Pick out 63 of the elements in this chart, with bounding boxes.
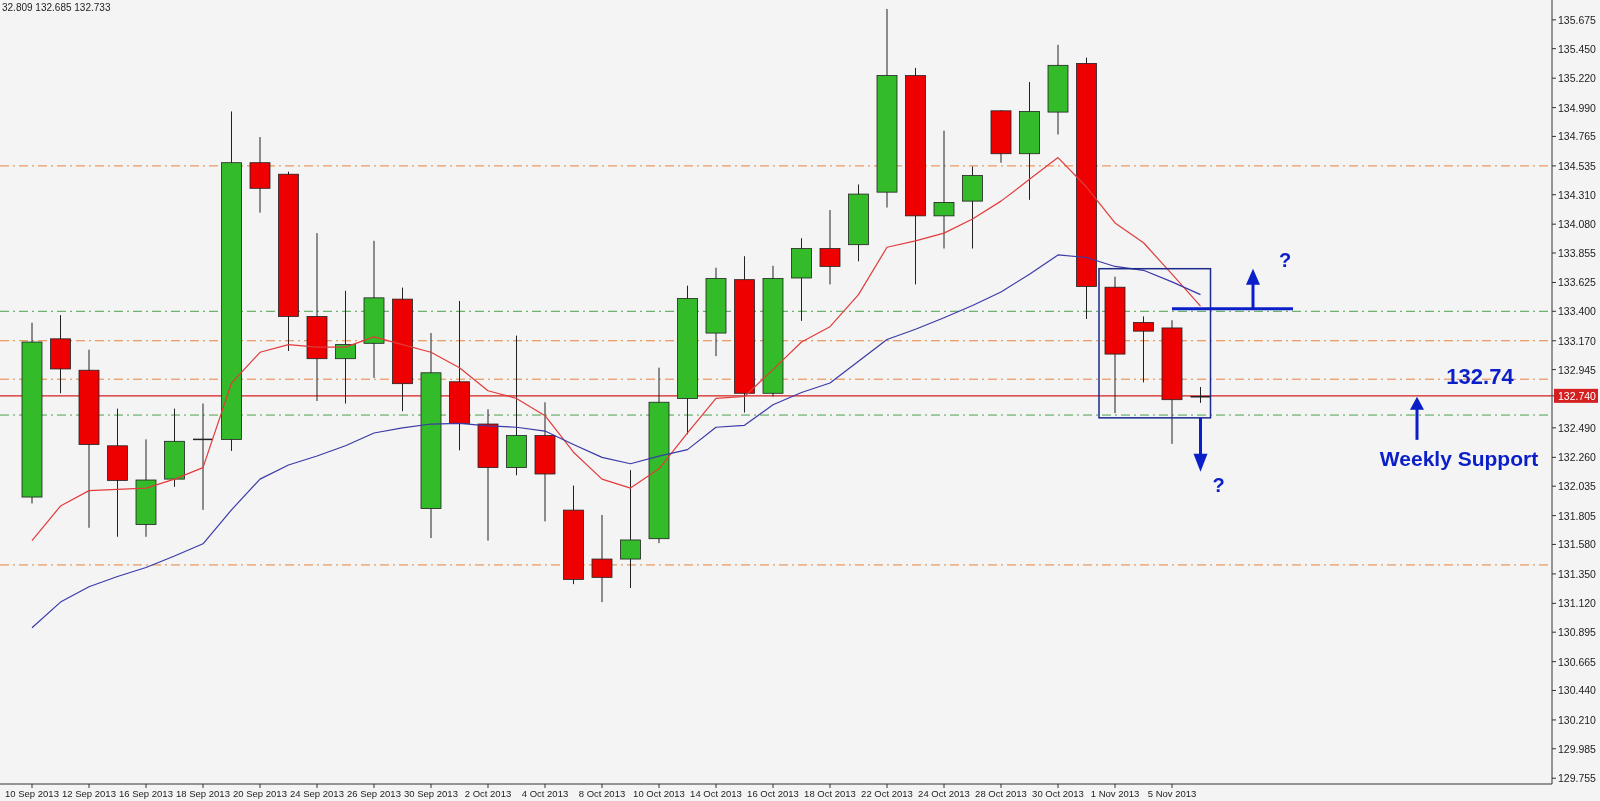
x-tick-label: 10 Oct 2013 — [633, 788, 685, 799]
y-tick-label: 130.440 — [1558, 684, 1597, 697]
candlestick — [933, 130, 955, 250]
candlestick — [1133, 315, 1154, 383]
x-tick-label: 30 Sep 2013 — [404, 788, 458, 799]
x-tick-label: 30 Oct 2013 — [1032, 788, 1084, 799]
x-tick-label: 1 Nov 2013 — [1090, 788, 1140, 799]
x-tick-label: 20 Sep 2013 — [233, 788, 287, 799]
y-tick-label: 135.220 — [1558, 72, 1597, 85]
y-tick-label: 131.350 — [1558, 567, 1597, 580]
candlestick — [335, 290, 356, 405]
x-tick-label: 16 Oct 2013 — [747, 788, 799, 799]
y-tick-label: 133.625 — [1558, 276, 1597, 289]
ref-line-label: 132.74 — [1446, 363, 1515, 389]
x-tick-label: 4 Oct 2013 — [521, 788, 569, 799]
y-tick-label: 135.675 — [1558, 13, 1597, 26]
y-tick-label: 134.535 — [1558, 159, 1597, 172]
candlestick — [192, 403, 214, 511]
y-tick-label: 132.490 — [1558, 421, 1597, 434]
y-tick-label: 132.035 — [1558, 480, 1597, 493]
y-tick-label: 130.210 — [1558, 713, 1597, 726]
x-tick-label: 28 Oct 2013 — [975, 788, 1027, 799]
x-tick-label: 14 Oct 2013 — [690, 788, 742, 799]
x-tick-label: 10 Sep 2013 — [5, 788, 59, 799]
y-tick-label: 134.310 — [1558, 188, 1597, 201]
line-series — [31, 254, 1202, 629]
text: ? — [1279, 248, 1292, 271]
y-tick-label: 131.580 — [1558, 538, 1597, 551]
x-tick-label: 5 Nov 2013 — [1147, 788, 1197, 799]
x-tick-label: 24 Oct 2013 — [918, 788, 970, 799]
x-tick-label: 2 Oct 2013 — [464, 788, 512, 799]
candlestick — [1189, 386, 1212, 404]
y-tick-label: 134.990 — [1558, 101, 1597, 114]
y-tick-label: 131.805 — [1558, 509, 1597, 522]
y-tick-label: 131.120 — [1558, 597, 1597, 610]
annotation: ? — [1212, 473, 1225, 496]
line-series — [31, 156, 1202, 542]
y-tick-label: 129.755 — [1558, 772, 1597, 785]
y-tick-label: 135.450 — [1558, 42, 1597, 55]
y-tick-label: 130.895 — [1558, 626, 1597, 639]
x-tick-label: 26 Sep 2013 — [347, 788, 401, 799]
candlestick — [620, 469, 641, 589]
candlestick — [819, 209, 841, 285]
y-tick-label: 133.170 — [1558, 334, 1597, 347]
x-tick-label: 18 Sep 2013 — [176, 788, 230, 799]
x-tick-label: 8 Oct 2013 — [578, 788, 626, 799]
y-tick-label: 132.945 — [1558, 363, 1597, 376]
y-tick-label: 132.740 — [1558, 389, 1597, 402]
y-tick-label: 134.765 — [1558, 130, 1597, 143]
text: Weekly Support — [1379, 446, 1539, 470]
candlestick — [591, 514, 613, 603]
annotation: 32.809 132.685 132.733 — [2, 2, 111, 13]
y-tick-label: 133.855 — [1558, 247, 1597, 260]
x-tick-label: 18 Oct 2013 — [804, 788, 856, 799]
y-tick-label: 134.080 — [1558, 218, 1597, 231]
y-tick-label: 129.985 — [1558, 742, 1597, 755]
x-tick-label: 16 Sep 2013 — [119, 788, 173, 799]
y-tick-label: 130.665 — [1558, 655, 1597, 668]
x-tick-label: 24 Sep 2013 — [290, 788, 344, 799]
y-tick-label: 133.400 — [1558, 305, 1597, 318]
x-tick-label: 22 Oct 2013 — [861, 788, 913, 799]
y-tick-label: 132.260 — [1558, 451, 1597, 464]
x-tick-label: 12 Sep 2013 — [62, 788, 116, 799]
